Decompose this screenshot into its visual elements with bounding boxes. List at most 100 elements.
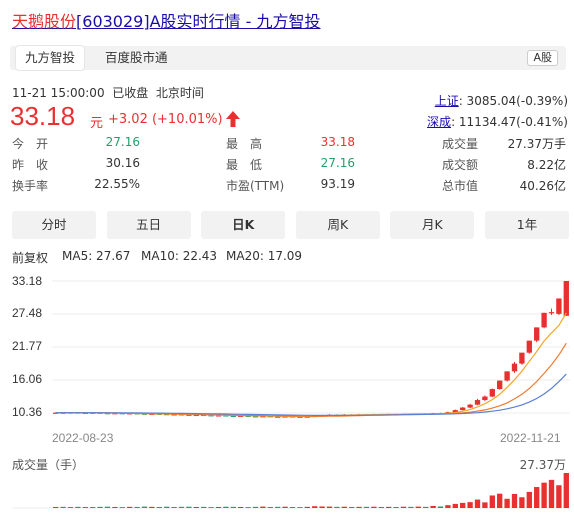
index-shanghai-value: : 3085.04(-0.39%)	[458, 94, 568, 108]
index-shenzhen-link[interactable]: 深成	[427, 115, 452, 129]
volume-bar	[467, 502, 473, 508]
volume-bar	[452, 503, 458, 508]
volume-bar	[526, 491, 532, 508]
candle	[489, 389, 495, 397]
volume-bar	[186, 506, 192, 508]
volume-bar	[489, 495, 495, 508]
volume-bar	[119, 507, 125, 508]
volume-bar	[104, 506, 111, 508]
ma5-legend: MA5: 27.67	[62, 249, 131, 263]
volume-bar	[275, 506, 281, 508]
title-suffix: A股实时行情 - 九方智投	[149, 12, 321, 31]
stock-code: [603029]	[76, 12, 150, 31]
adjust-mode-label[interactable]: 前复权	[12, 251, 49, 265]
quote-time: 11-21 15:00:00	[12, 86, 105, 100]
volume-bar	[334, 506, 340, 508]
candle	[164, 414, 170, 416]
stat-label: 换手率	[12, 179, 49, 193]
y-tick-label: 16.06	[12, 372, 43, 386]
candle	[238, 415, 244, 417]
candle	[474, 400, 481, 405]
candle	[112, 413, 118, 415]
volume-bar	[341, 506, 347, 508]
ma20-line	[55, 373, 567, 416]
candle	[208, 415, 214, 417]
y-tick-label: 21.77	[12, 339, 43, 353]
period-tab[interactable]: 日K	[201, 211, 286, 239]
volume-bar	[415, 506, 421, 508]
volume-bar	[149, 506, 155, 508]
volume-bar	[474, 499, 481, 508]
candle	[171, 414, 177, 416]
tab-jiufang[interactable]: 九方智投	[16, 46, 85, 70]
volume-bar	[482, 502, 488, 508]
stat-label: 成交额	[442, 158, 479, 172]
stat-value: 27.16	[105, 135, 140, 149]
volume-bar	[60, 506, 66, 508]
candle	[223, 415, 229, 417]
volume-bar	[319, 506, 325, 508]
volume-label: 成交量（手）	[12, 458, 85, 472]
candle	[563, 281, 569, 316]
volume-bar	[556, 485, 562, 508]
candle	[53, 412, 59, 414]
volume-bar	[408, 506, 414, 508]
index-shenzhen-value: : 11134.47(-0.41%)	[451, 115, 568, 129]
candle	[556, 298, 562, 314]
candle	[519, 352, 525, 364]
period-tab[interactable]: 分时	[12, 211, 96, 239]
candle	[201, 414, 207, 417]
stat-label: 今 开	[12, 137, 49, 151]
volume-bar	[208, 507, 214, 508]
candle	[104, 413, 111, 415]
period-tab[interactable]: 月K	[390, 211, 475, 239]
stat-value: 8.22亿	[527, 158, 566, 172]
stat-label: 昨 收	[12, 158, 49, 172]
period-tab[interactable]: 1年	[485, 211, 569, 239]
volume-bar	[371, 506, 377, 508]
candle	[275, 416, 281, 418]
stat-label: 成交量	[442, 137, 479, 151]
candle	[541, 312, 547, 328]
page-title[interactable]: 天鹅股份[603029]A股实时行情 - 九方智投	[12, 8, 320, 32]
volume-bar	[363, 506, 370, 508]
volume-bar	[193, 506, 199, 508]
volume-bar	[97, 506, 103, 508]
stat-value: 27.37万手	[507, 137, 566, 151]
price-change: +3.02 (+10.01%)	[108, 112, 223, 127]
volume-bar	[141, 506, 148, 508]
volume-bar	[127, 506, 133, 508]
volume-bar	[252, 506, 259, 508]
volume-bar	[260, 506, 266, 508]
volume-bar	[504, 498, 510, 508]
ma20-legend: MA20: 17.09	[226, 249, 303, 263]
volume-bar	[53, 506, 59, 508]
candle	[260, 416, 266, 418]
period-tab[interactable]: 周K	[295, 211, 380, 239]
volume-bar	[134, 506, 140, 508]
quote-timestamp-row: 11-21 15:00:00 已收盘 北京时间	[12, 84, 204, 101]
volume-bar	[349, 506, 355, 508]
period-tab[interactable]: 五日	[106, 211, 191, 239]
volume-bar	[245, 507, 251, 508]
index-shanghai-link[interactable]: 上证	[434, 94, 459, 108]
volume-bar	[223, 506, 229, 508]
tab-baidu-stock[interactable]: 百度股市通	[105, 50, 168, 65]
ma10-legend: MA10: 22.43	[141, 249, 218, 263]
candle	[230, 415, 236, 417]
volume-bar	[437, 506, 444, 508]
candle	[245, 415, 251, 417]
volume-bar	[215, 506, 222, 508]
volume-bar	[356, 506, 362, 508]
candle	[452, 410, 458, 413]
current-price: 33.18	[10, 101, 76, 131]
stat-label: 总市值	[442, 179, 479, 193]
stock-name: 天鹅股份	[12, 12, 77, 31]
candle	[267, 416, 273, 418]
candle	[526, 340, 532, 353]
volume-bar	[238, 506, 244, 508]
candle	[193, 414, 199, 417]
stat-label: 市盈(TTM)	[226, 179, 285, 193]
volume-bar	[304, 506, 310, 508]
